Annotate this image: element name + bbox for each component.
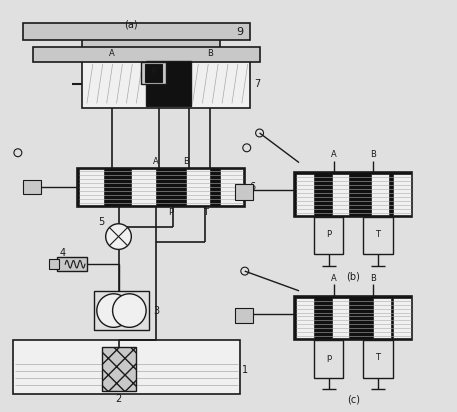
Bar [102,347,136,391]
Bar [393,298,410,338]
Text: T: T [376,230,381,239]
Bar [79,169,104,205]
Text: 5: 5 [99,217,105,227]
Bar [57,258,87,271]
Bar [332,174,349,215]
Bar [33,47,260,62]
Bar [131,169,156,205]
Bar [371,174,389,215]
Bar [294,173,413,217]
Bar [146,61,191,106]
Text: 9: 9 [236,27,244,37]
Text: A: A [153,157,159,166]
Text: 6: 6 [250,182,256,192]
Text: P: P [326,230,331,239]
Text: 8: 8 [150,68,156,77]
Text: 2: 2 [115,394,122,404]
Bar [82,59,250,108]
Text: P: P [168,208,173,218]
Bar [363,217,393,254]
Bar [235,184,253,200]
Circle shape [106,224,131,249]
Bar [294,296,413,340]
Bar [296,298,314,338]
Circle shape [97,294,130,328]
Text: B: B [207,49,213,58]
Text: A: A [331,150,336,159]
Text: A: A [331,274,336,283]
Text: B: B [370,274,376,283]
Bar [363,340,393,378]
Bar [332,298,349,338]
Text: A: A [109,49,114,58]
Bar [23,23,250,40]
Bar [186,169,210,205]
Bar [94,291,149,330]
Text: (b): (b) [346,271,360,281]
Text: 1: 1 [242,365,248,375]
Bar [145,64,162,82]
Text: (c): (c) [347,394,360,404]
Bar [23,180,41,194]
Bar [296,174,314,215]
Text: T: T [376,353,381,363]
Bar [141,62,166,84]
Text: 3: 3 [153,306,159,316]
Bar [235,308,253,323]
Bar [314,340,343,378]
Text: p: p [326,353,331,363]
Text: B: B [370,150,376,159]
Text: 7: 7 [255,79,261,89]
Bar [49,259,59,269]
Bar [13,340,240,394]
Text: T: T [203,208,208,218]
Bar [82,30,220,52]
Text: 4: 4 [59,248,65,258]
Bar [373,298,391,338]
Bar [220,169,243,205]
Bar [314,217,343,254]
Text: B: B [183,157,189,166]
Circle shape [112,294,146,328]
Bar [77,168,245,207]
Bar [393,174,410,215]
Text: (a): (a) [124,19,138,30]
